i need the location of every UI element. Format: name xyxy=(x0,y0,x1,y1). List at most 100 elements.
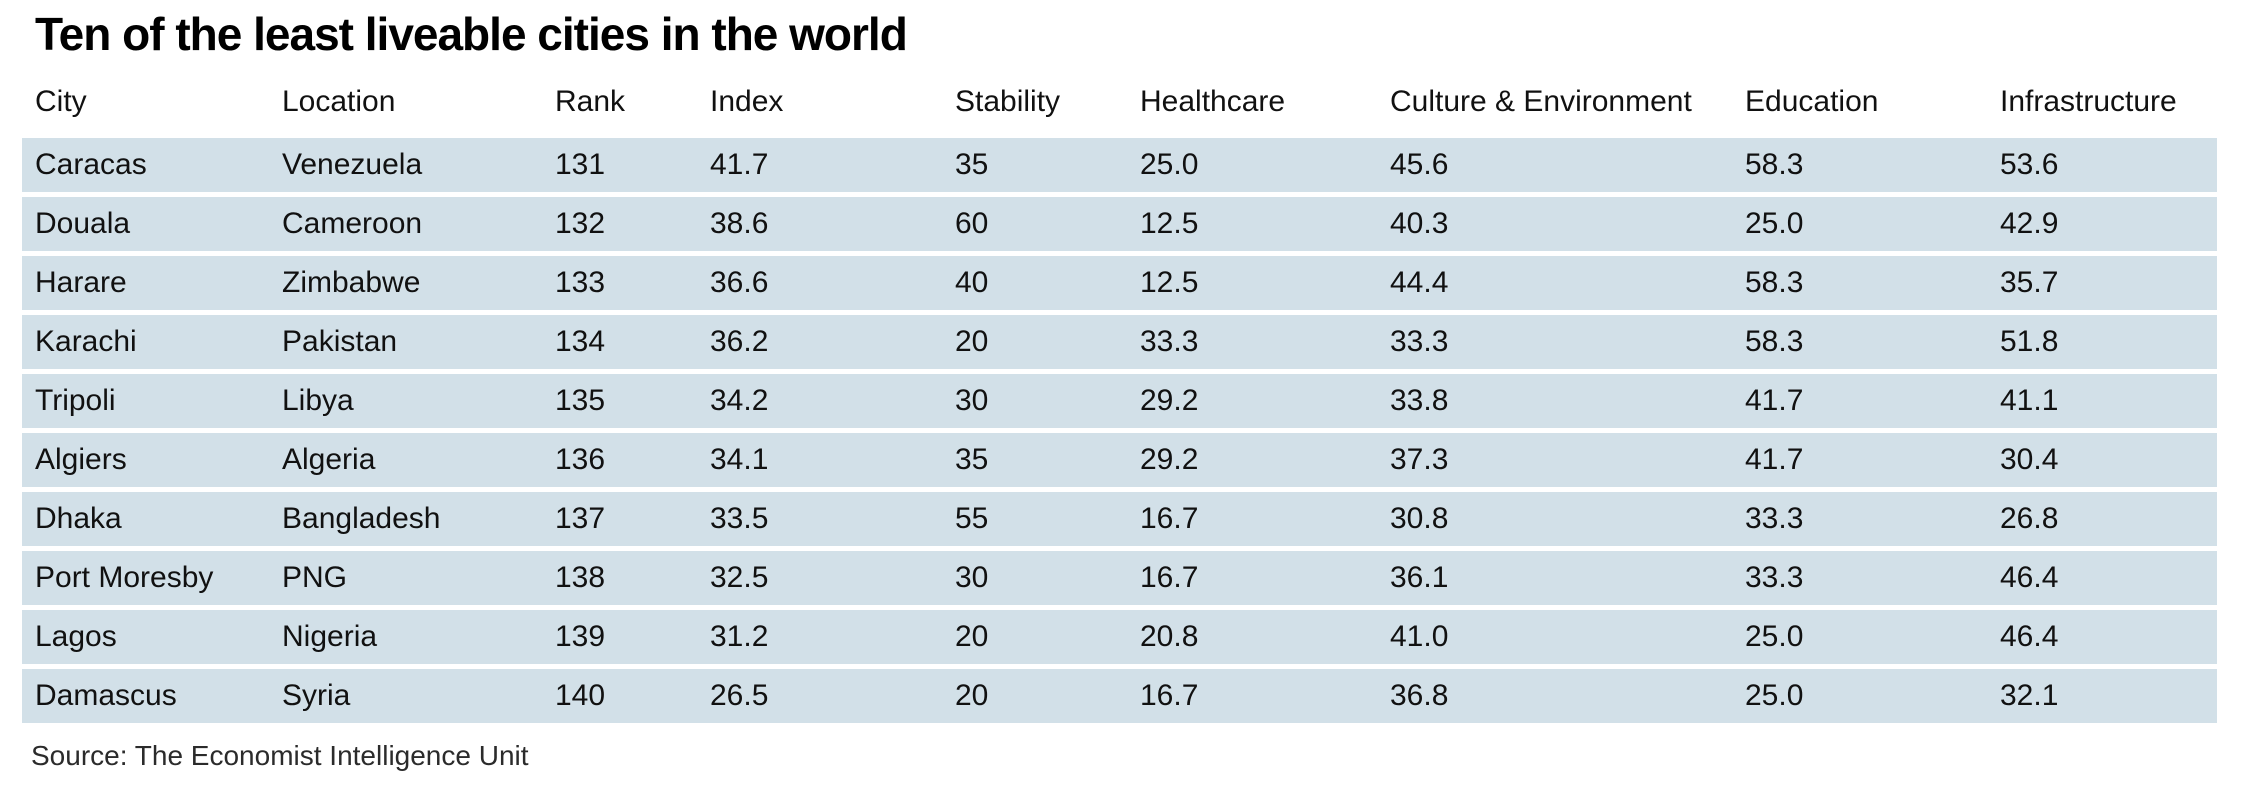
cell-city: Damascus xyxy=(22,669,269,723)
table-row: Lagos Nigeria 139 31.2 20 20.8 41.0 25.0… xyxy=(22,610,2217,664)
cell-healthcare: 12.5 xyxy=(1127,197,1377,251)
cell-city: Caracas xyxy=(22,138,269,192)
cell-culture: 33.8 xyxy=(1377,374,1732,428)
cell-location: Zimbabwe xyxy=(269,256,542,310)
cell-education: 58.3 xyxy=(1732,138,1987,192)
cell-location: Bangladesh xyxy=(269,492,542,546)
cell-stability: 30 xyxy=(942,374,1127,428)
cell-rank: 132 xyxy=(542,197,697,251)
cell-education: 25.0 xyxy=(1732,669,1987,723)
chart-title: Ten of the least liveable cities in the … xyxy=(35,8,908,60)
cell-infrastructure: 46.4 xyxy=(1987,610,2217,664)
cell-infrastructure: 35.7 xyxy=(1987,256,2217,310)
cell-healthcare: 29.2 xyxy=(1127,433,1377,487)
cell-index: 41.7 xyxy=(697,138,942,192)
cell-healthcare: 33.3 xyxy=(1127,315,1377,369)
table-row: Karachi Pakistan 134 36.2 20 33.3 33.3 5… xyxy=(22,315,2217,369)
cell-rank: 137 xyxy=(542,492,697,546)
column-header-infrastructure: Infrastructure xyxy=(1987,61,2217,133)
column-header-location: Location xyxy=(269,61,542,133)
cell-index: 36.2 xyxy=(697,315,942,369)
column-header-culture-environment: Culture & Environment xyxy=(1377,61,1732,133)
column-header-city: City xyxy=(22,61,269,133)
cell-stability: 35 xyxy=(942,138,1127,192)
cell-stability: 35 xyxy=(942,433,1127,487)
cell-education: 58.3 xyxy=(1732,315,1987,369)
cell-index: 34.1 xyxy=(697,433,942,487)
cell-location: Libya xyxy=(269,374,542,428)
table-row: Caracas Venezuela 131 41.7 35 25.0 45.6 … xyxy=(22,138,2217,192)
table-row: Dhaka Bangladesh 137 33.5 55 16.7 30.8 3… xyxy=(22,492,2217,546)
cell-city: Lagos xyxy=(22,610,269,664)
cell-index: 32.5 xyxy=(697,551,942,605)
cell-infrastructure: 53.6 xyxy=(1987,138,2217,192)
cell-infrastructure: 42.9 xyxy=(1987,197,2217,251)
table-row: Algiers Algeria 136 34.1 35 29.2 37.3 41… xyxy=(22,433,2217,487)
cell-education: 25.0 xyxy=(1732,610,1987,664)
cell-stability: 40 xyxy=(942,256,1127,310)
cell-city: Harare xyxy=(22,256,269,310)
cell-index: 31.2 xyxy=(697,610,942,664)
cell-stability: 20 xyxy=(942,315,1127,369)
cell-healthcare: 12.5 xyxy=(1127,256,1377,310)
cell-rank: 135 xyxy=(542,374,697,428)
cell-location: Cameroon xyxy=(269,197,542,251)
liveability-table: City Location Rank Index Stability Healt… xyxy=(22,56,2217,728)
column-header-healthcare: Healthcare xyxy=(1127,61,1377,133)
cell-index: 34.2 xyxy=(697,374,942,428)
cell-culture: 45.6 xyxy=(1377,138,1732,192)
cell-location: Nigeria xyxy=(269,610,542,664)
cell-education: 41.7 xyxy=(1732,433,1987,487)
cell-education: 25.0 xyxy=(1732,197,1987,251)
cell-culture: 30.8 xyxy=(1377,492,1732,546)
cell-education: 33.3 xyxy=(1732,551,1987,605)
cell-city: Karachi xyxy=(22,315,269,369)
cell-healthcare: 20.8 xyxy=(1127,610,1377,664)
cell-stability: 55 xyxy=(942,492,1127,546)
table-row: Harare Zimbabwe 133 36.6 40 12.5 44.4 58… xyxy=(22,256,2217,310)
column-header-stability: Stability xyxy=(942,61,1127,133)
cell-location: Syria xyxy=(269,669,542,723)
cell-culture: 33.3 xyxy=(1377,315,1732,369)
cell-rank: 140 xyxy=(542,669,697,723)
cell-infrastructure: 51.8 xyxy=(1987,315,2217,369)
cell-rank: 139 xyxy=(542,610,697,664)
cell-stability: 20 xyxy=(942,669,1127,723)
cell-healthcare: 16.7 xyxy=(1127,551,1377,605)
cell-rank: 131 xyxy=(542,138,697,192)
cell-city: Port Moresby xyxy=(22,551,269,605)
cell-index: 33.5 xyxy=(697,492,942,546)
cell-stability: 30 xyxy=(942,551,1127,605)
table-row: Tripoli Libya 135 34.2 30 29.2 33.8 41.7… xyxy=(22,374,2217,428)
cell-healthcare: 25.0 xyxy=(1127,138,1377,192)
cell-culture: 36.1 xyxy=(1377,551,1732,605)
cell-city: Algiers xyxy=(22,433,269,487)
cell-healthcare: 29.2 xyxy=(1127,374,1377,428)
cell-infrastructure: 26.8 xyxy=(1987,492,2217,546)
cell-culture: 37.3 xyxy=(1377,433,1732,487)
cell-culture: 36.8 xyxy=(1377,669,1732,723)
cell-healthcare: 16.7 xyxy=(1127,492,1377,546)
cell-infrastructure: 32.1 xyxy=(1987,669,2217,723)
cell-index: 26.5 xyxy=(697,669,942,723)
cell-location: PNG xyxy=(269,551,542,605)
cell-rank: 133 xyxy=(542,256,697,310)
cell-healthcare: 16.7 xyxy=(1127,669,1377,723)
column-header-rank: Rank xyxy=(542,61,697,133)
column-header-education: Education xyxy=(1732,61,1987,133)
cell-rank: 134 xyxy=(542,315,697,369)
cell-stability: 60 xyxy=(942,197,1127,251)
cell-city: Dhaka xyxy=(22,492,269,546)
header-row: City Location Rank Index Stability Healt… xyxy=(22,61,2217,133)
table-row: Damascus Syria 140 26.5 20 16.7 36.8 25.… xyxy=(22,669,2217,723)
source-attribution: Source: The Economist Intelligence Unit xyxy=(31,740,529,771)
column-header-index: Index xyxy=(697,61,942,133)
cell-culture: 41.0 xyxy=(1377,610,1732,664)
cell-infrastructure: 41.1 xyxy=(1987,374,2217,428)
cell-stability: 20 xyxy=(942,610,1127,664)
cell-index: 36.6 xyxy=(697,256,942,310)
cell-city: Douala xyxy=(22,197,269,251)
cell-city: Tripoli xyxy=(22,374,269,428)
cell-infrastructure: 46.4 xyxy=(1987,551,2217,605)
